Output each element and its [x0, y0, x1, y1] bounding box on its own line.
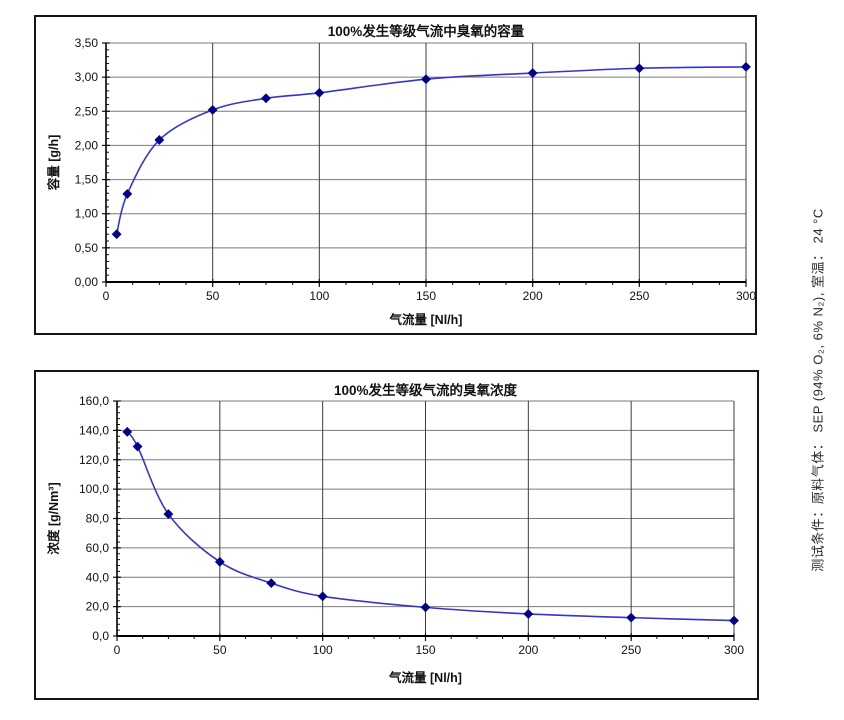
ozone-concentration-chart: 0 50 100 150 200 250 300 0,0 20,0 40,0 60,0 80,0 100…: [34, 370, 759, 700]
data-point-marker: [163, 509, 174, 520]
data-point-marker: [420, 602, 431, 613]
y-tick-label: 100,0: [79, 482, 109, 496]
y-tick-label: 80,0: [86, 512, 110, 526]
y-tick-label: 120,0: [79, 453, 109, 467]
chart-title: 100%发生等级气流中臭氧的容量: [328, 23, 525, 39]
data-point-marker: [132, 441, 143, 452]
series-line: [115, 66, 747, 235]
test-conditions-note: 测试条件：原料气体： SEP (94% O₂, 6% N₂), 室温： 24 °…: [810, 208, 826, 572]
x-tick-label: 250: [621, 643, 641, 657]
y-tick-label: 20,0: [86, 600, 110, 614]
x-tick-label: 200: [523, 289, 543, 303]
data-point-marker: [111, 229, 122, 240]
x-axis-label: 气流量 [Nl/h]: [388, 670, 462, 685]
y-tick-label: 2,00: [75, 138, 99, 152]
chart-title: 100%发生等级气流的臭氧浓度: [334, 382, 518, 398]
y-tick-label: 2,50: [75, 104, 99, 118]
y-axis-label: 浓度 [g/Nm³]: [46, 482, 61, 554]
ozone-concentration-chart-svg: 0 50 100 150 200 250 300 0,0 20,0 40,0 60,0 80,0 100…: [46, 382, 744, 685]
x-tick-label: 250: [629, 289, 649, 303]
y-axis-label: 容量 [g/h]: [46, 135, 61, 192]
x-tick-label: 150: [415, 643, 435, 657]
x-tick-label: 200: [518, 643, 538, 657]
y-tick-label: 40,0: [86, 570, 110, 584]
data-point-marker: [634, 63, 645, 74]
y-tick-label: 1,00: [75, 207, 99, 221]
y-tick-label: 0,00: [75, 275, 99, 289]
data-point-marker: [266, 578, 277, 589]
x-tick-label: 100: [313, 643, 333, 657]
data-point-marker: [317, 591, 328, 602]
data-point-marker: [527, 68, 538, 78]
data-point-marker: [261, 93, 271, 104]
data-point-marker: [626, 612, 637, 623]
data-point-marker: [741, 61, 751, 72]
y-tick-label: 0,50: [75, 241, 99, 255]
y-tick-label: 0,0: [92, 629, 109, 643]
x-tick-label: 50: [206, 289, 220, 303]
y-tick-label: 60,0: [86, 541, 110, 555]
data-point-marker: [314, 87, 325, 98]
x-tick-label: 300: [736, 289, 755, 303]
x-tick-label: 50: [213, 643, 227, 657]
x-tick-label: 300: [724, 643, 744, 657]
ozone-capacity-chart-svg: 0 50 100 150 200 250 300 0,00 0,50 1,00 1,50 2,00 2,…: [46, 23, 755, 327]
x-tick-label: 0: [103, 289, 110, 303]
x-tick-label: 0: [114, 643, 121, 657]
data-point-marker: [729, 615, 739, 626]
data-point-marker: [122, 189, 133, 199]
y-tick-label: 160,0: [79, 394, 109, 408]
data-point-marker: [207, 105, 218, 115]
x-tick-label: 150: [416, 289, 436, 303]
ozone-capacity-chart: 0 50 100 150 200 250 300 0,00 0,50 1,00 1,50 2,00 2,…: [34, 15, 757, 335]
x-axis-label: 气流量 [Nl/h]: [389, 312, 463, 327]
data-point-marker: [154, 135, 165, 145]
y-tick-label: 140,0: [79, 423, 109, 437]
x-tick-label: 100: [309, 289, 329, 303]
y-tick-label: 3,00: [75, 70, 99, 84]
data-point-marker: [122, 426, 133, 437]
y-tick-label: 1,50: [75, 173, 99, 187]
y-tick-label: 3,50: [75, 36, 99, 50]
data-point-marker: [421, 74, 431, 85]
data-point-marker: [523, 609, 534, 619]
data-point-marker: [214, 556, 225, 567]
